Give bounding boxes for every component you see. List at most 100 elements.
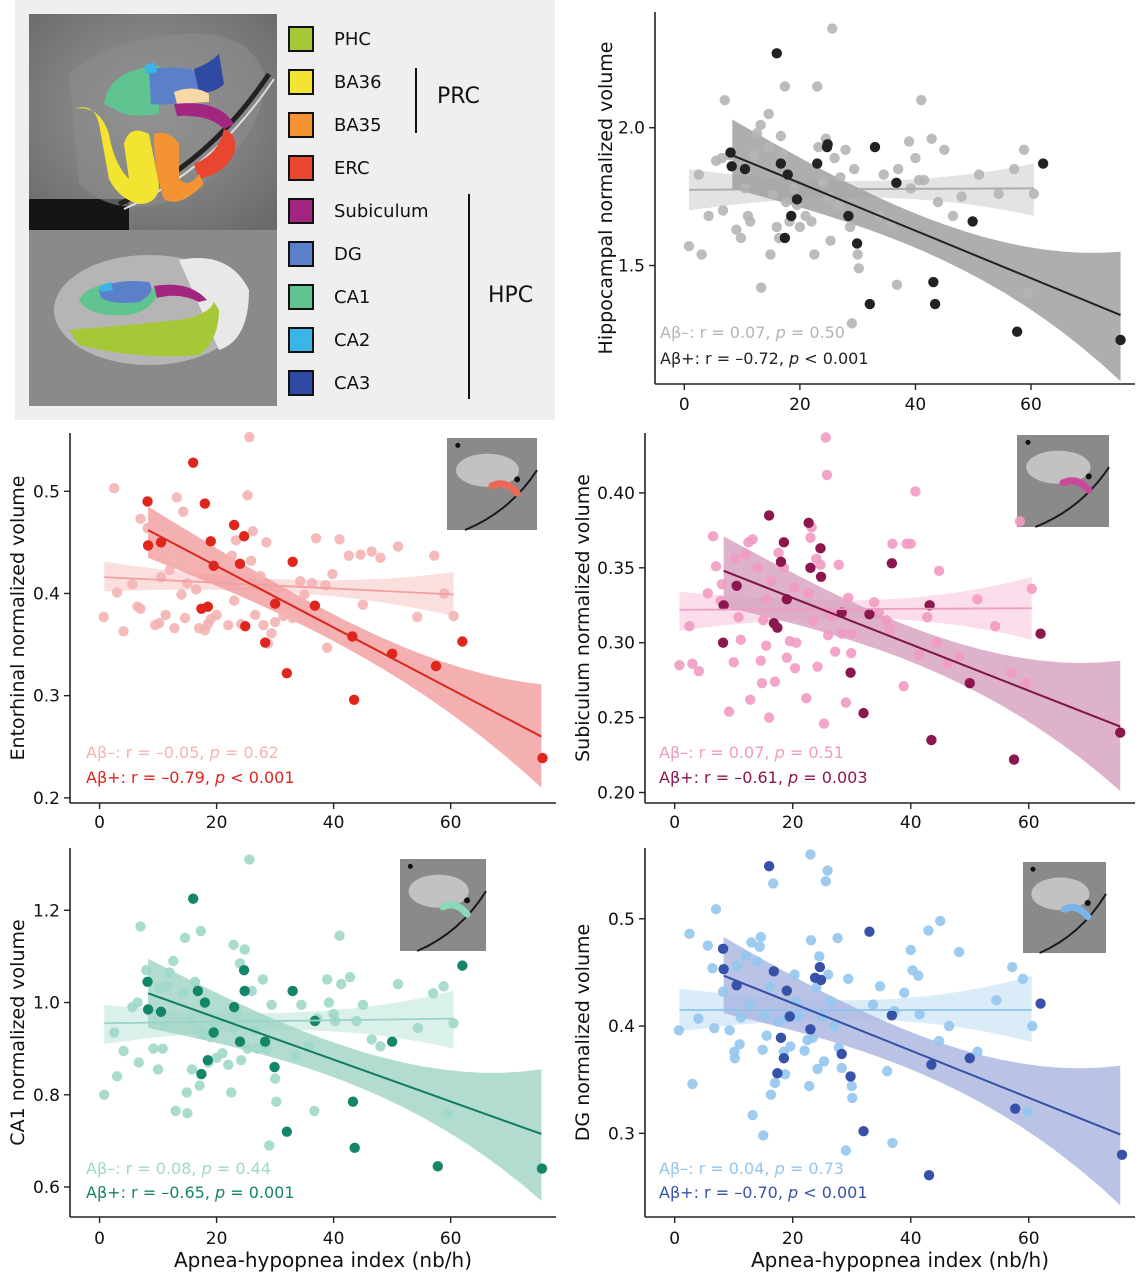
abeta-pos-point: [1035, 628, 1046, 639]
abeta-neg-point: [171, 492, 182, 503]
abeta-pos-stats-annotation: Aβ+: r = –0.65, p = 0.001: [86, 1183, 295, 1202]
y-tick-label: 0.40: [597, 484, 635, 504]
abeta-neg-point: [840, 697, 852, 708]
abeta-pos-point: [348, 694, 360, 705]
abeta-neg-point: [185, 1015, 196, 1027]
abeta-neg-point: [186, 1064, 198, 1075]
abeta-pos-point: [238, 965, 250, 976]
abeta-neg-stats-annotation: Aβ–: r = 0.07, p = 0.51: [659, 743, 844, 762]
abeta-neg-point: [811, 982, 822, 993]
abeta-neg-point: [812, 1063, 823, 1075]
stats-p-label: p: [787, 1183, 798, 1202]
abeta-neg-point: [840, 144, 851, 155]
region-inset-image: [400, 859, 487, 952]
abeta-neg-point: [744, 999, 755, 1010]
abeta-neg-point: [226, 550, 238, 561]
abeta-neg-point: [157, 1043, 168, 1054]
abeta-neg-point: [884, 624, 896, 635]
legend-swatch: [288, 26, 314, 52]
abeta-neg-point: [881, 615, 892, 626]
abeta-pos-point: [775, 158, 787, 169]
x-tick-label: 20: [782, 813, 804, 833]
abeta-neg-point: [805, 849, 816, 860]
y-axis-label: Hippocampal normalized volume: [595, 42, 617, 355]
abeta-neg-point: [181, 1087, 192, 1098]
abeta-neg-point: [913, 649, 924, 660]
x-tick-label: 40: [900, 1229, 922, 1249]
y-tick-label: 0.4: [33, 584, 60, 604]
abeta-neg-point: [846, 1080, 857, 1092]
abeta-neg-point: [755, 282, 767, 293]
abeta-neg-point: [806, 216, 817, 227]
abeta-neg-point: [973, 169, 985, 180]
abeta-neg-point: [702, 588, 713, 599]
abeta-pos-point: [775, 556, 787, 568]
abeta-neg-point: [357, 599, 369, 610]
legend-swatch: [288, 112, 314, 138]
abeta-neg-point: [108, 1027, 120, 1038]
abeta-neg-point: [799, 1045, 810, 1056]
stats-p-label: p: [774, 1159, 785, 1178]
y-tick-label: 0.4: [608, 1017, 635, 1037]
abeta-neg-point: [849, 163, 860, 175]
abeta-pos-point: [768, 966, 780, 977]
abeta-neg-point: [189, 976, 201, 987]
abeta-neg-point: [892, 163, 904, 175]
abeta-neg-point: [805, 935, 817, 946]
abeta-neg-point: [334, 534, 345, 545]
abeta-neg-point: [808, 615, 819, 626]
x-tick-label: 0: [94, 1229, 105, 1249]
abeta-neg-point: [788, 183, 800, 194]
abeta-neg-point: [910, 152, 921, 164]
abeta-pos-stats-annotation: Aβ+: r = –0.79, p < 0.001: [86, 768, 295, 787]
abeta-pos-point: [281, 667, 293, 679]
abeta-neg-point: [763, 712, 775, 723]
legend-label: DG: [334, 243, 362, 265]
abeta-neg-point: [836, 628, 847, 639]
legend-item-dg: DG: [288, 239, 362, 269]
abeta-neg-point: [245, 555, 257, 566]
abeta-neg-point: [344, 971, 356, 983]
abeta-neg-point: [918, 174, 930, 186]
stats-prefix: Aβ–: r = 0.04,: [659, 1159, 775, 1178]
abeta-neg-point: [108, 482, 120, 494]
abeta-pos-point: [430, 660, 442, 672]
abeta-neg-point: [898, 680, 909, 692]
stats-suffix: = 0.50: [786, 323, 845, 342]
legend-label: BA36: [334, 71, 382, 93]
abeta-pos-point: [858, 707, 869, 719]
abeta-neg-point: [1022, 1106, 1034, 1118]
abeta-neg-point: [933, 565, 945, 577]
abeta-neg-point: [923, 925, 934, 936]
abeta-neg-point: [775, 130, 787, 142]
abeta-pos-point: [1008, 754, 1020, 765]
abeta-pos-point: [923, 1169, 935, 1181]
abeta-neg-point: [252, 1043, 263, 1054]
abeta-pos-point: [851, 238, 863, 249]
abeta-neg-point: [343, 550, 355, 561]
abeta-neg-point: [729, 1053, 741, 1064]
abeta-neg-point: [684, 928, 695, 940]
abeta-pos-point: [731, 580, 742, 591]
abeta-neg-point: [887, 1137, 898, 1149]
abeta-neg-point: [152, 1064, 164, 1075]
abeta-neg-point: [323, 997, 335, 1008]
abeta-neg-point: [723, 706, 735, 717]
abeta-pos-point: [886, 1010, 898, 1021]
abeta-neg-point: [747, 1109, 758, 1121]
abeta-neg-point: [991, 995, 1002, 1006]
abeta-pos-point: [259, 637, 271, 648]
abeta-neg-point: [771, 221, 782, 233]
stats-suffix: = 0.001: [225, 1183, 294, 1202]
abeta-neg-point: [310, 533, 322, 544]
abeta-neg-point: [785, 1041, 796, 1052]
abeta-pos-point: [864, 609, 875, 620]
legend-label: Subiculum: [334, 200, 429, 222]
legend-swatch: [288, 241, 314, 267]
abeta-neg-point: [257, 974, 269, 985]
abeta-neg-point: [693, 665, 705, 677]
legend-swatch: [288, 370, 314, 396]
legend-label: CA1: [334, 286, 371, 308]
abeta-pos-point: [836, 1048, 847, 1060]
